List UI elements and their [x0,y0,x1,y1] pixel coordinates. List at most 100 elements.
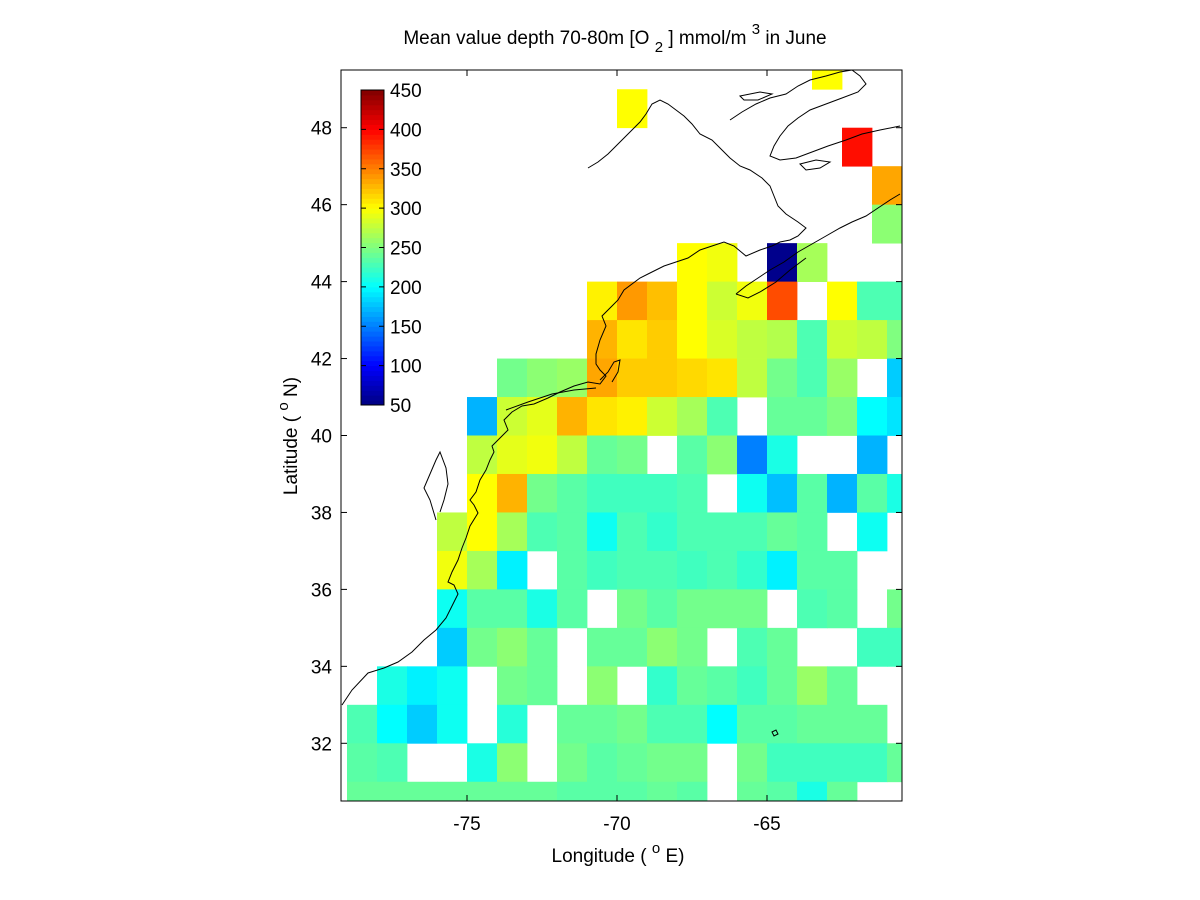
heatmap-cell [707,281,738,321]
heatmap-cell [647,281,678,321]
colorbar-band [361,331,384,337]
x-axis-label-text: Longitude ( [552,846,648,867]
colorbar-band [361,109,384,116]
colorbar-band [361,296,384,303]
heatmap-cell [677,666,708,706]
heatmap-cell [437,704,468,744]
y-axis-label-text: Latitude ( [281,415,302,495]
heatmap-cell [587,473,618,513]
y-tick-label: 42 [311,350,332,371]
heatmap-cell [527,627,558,667]
colorbar-band [361,99,384,106]
heatmap-cell [347,781,378,801]
heatmap-cell [587,397,618,436]
heatmap-cell [857,281,888,321]
colorbar-band [361,272,384,278]
colorbar-band [361,217,384,224]
colorbar-tick-label: 300 [390,199,422,220]
heatmap-cell [707,589,738,629]
heatmap-cell [497,743,528,783]
heatmap-cell [887,473,902,513]
heatmap-cell [827,781,858,801]
colorbar-band [361,114,384,121]
heatmap-cell [617,435,648,475]
colorbar-band [361,104,384,111]
colorbar-band [361,153,384,160]
heatmap-cell [767,512,798,552]
heatmap-cell [677,397,708,436]
y-tick-label: 46 [311,196,332,217]
heatmap-cell [677,743,708,783]
heatmap-cell [437,781,468,801]
heatmap-cell [497,627,528,667]
colorbar-band [361,168,384,175]
colorbar-band [361,336,384,342]
heatmap-cell [617,89,648,129]
heatmap-cell [677,320,708,359]
heatmap-cell [707,435,738,475]
colorbar-band [361,232,384,239]
heatmap-cell [767,781,798,801]
heatmap-cell [557,781,588,801]
colorbar-band [361,242,384,248]
colorbar-band [361,321,384,327]
heatmap-cell [797,781,828,801]
heatmap-cell [557,473,588,513]
heatmap-cell [647,358,678,398]
colorbar-band [361,188,384,194]
heatmap-cell [797,397,828,436]
heatmap-cell [587,435,618,475]
heatmap-cell [737,435,768,475]
heatmap-cell [827,666,858,706]
heatmap-cell [857,512,888,552]
heatmap-cell [617,743,648,783]
chart-title: Mean value depth 70-80m [O 2 ] mmol/m 3 … [403,18,826,57]
title-middle: ] mmol/m [668,28,746,49]
heatmap-cell [467,397,498,436]
heatmap-cell [527,435,558,475]
heatmap-cell [767,358,798,398]
heatmap-cell [827,320,858,359]
heatmap-cell [812,70,843,90]
heatmap-cell [677,704,708,744]
colorbar-gradient [361,90,384,406]
heatmap-cell [617,550,648,590]
heatmap-cell [827,358,858,398]
heatmap-cell [617,397,648,436]
colorbar-band [361,222,384,229]
heatmap-cell [617,320,648,359]
colorbar-band [361,286,384,293]
heatmap-cell [737,589,768,629]
colorbar-band [361,134,384,140]
heatmap-cell [797,512,828,552]
colorbar-band [361,311,384,317]
heatmap-cell [767,666,798,706]
coastline-anticosti [738,91,774,101]
heatmap-cell [617,589,648,629]
heatmap-cell [797,358,828,398]
heatmap-cell [767,743,798,783]
heatmap-cell [707,704,738,744]
colorbar-band [361,262,384,268]
colorbar-ticks: 450 400 350 300 250 200 150 100 50 [361,81,422,417]
heatmap-cell [857,435,888,475]
heatmap-cell [437,666,468,706]
colorbar-band [361,301,384,308]
heatmap-cell [587,666,618,706]
heatmap-cell [767,550,798,590]
heatmap-cell [797,550,828,590]
y-axis-label-degree: o [275,402,292,410]
heatmap-cell [887,743,902,783]
heatmap-cell [467,550,498,590]
colorbar-tick-label: 200 [390,278,422,299]
heatmap-cell [467,743,498,783]
heatmap-cell [857,627,888,667]
colorbar-band [361,94,384,101]
colorbar-band [361,139,384,145]
heatmap-cell [647,512,678,552]
colorbar-band [361,163,384,170]
y-axis-label-unit: N) [281,377,302,397]
heatmap-cell [737,704,768,744]
heatmap-cell [587,704,618,744]
heatmap-cell [857,473,888,513]
